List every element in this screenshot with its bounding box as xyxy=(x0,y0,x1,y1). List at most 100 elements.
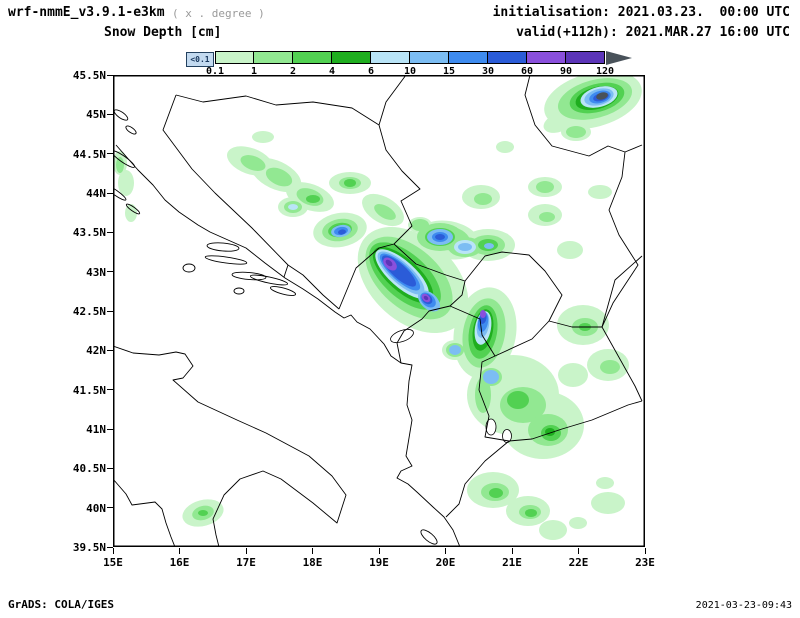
y-tick-mark xyxy=(107,192,113,194)
y-tick-label: 42N xyxy=(86,344,106,358)
y-tick-label: 40.5N xyxy=(72,462,106,476)
island xyxy=(249,274,289,286)
y-tick-label: 42.5N xyxy=(72,305,106,318)
x-tick-mark xyxy=(312,548,313,554)
lakes xyxy=(390,329,512,443)
island xyxy=(113,150,136,168)
x-tick-mark xyxy=(112,548,114,554)
island xyxy=(113,109,129,121)
snow-contour-blob xyxy=(411,219,429,231)
legend-below-label: <0.1 xyxy=(190,55,210,64)
snow-contour-blob xyxy=(118,170,134,196)
snow-contour-blob xyxy=(483,370,499,384)
y-tick-label: 39.5N xyxy=(72,541,106,554)
legend-tick-label: 90 xyxy=(559,66,573,77)
snow-contour-blob xyxy=(525,509,537,517)
y-tick-mark xyxy=(107,546,113,548)
snow-contour-blob xyxy=(536,181,554,193)
y-tick-mark xyxy=(107,74,113,76)
legend-tick-label: 6 xyxy=(367,66,375,77)
coastlines xyxy=(113,109,461,547)
island xyxy=(233,287,245,295)
legend-tick-label: 0.1 xyxy=(205,66,225,77)
snow-contour-blob xyxy=(480,310,486,318)
island xyxy=(420,529,438,545)
x-tick-label: 23E xyxy=(635,556,655,569)
y-tick-mark xyxy=(107,507,113,509)
legend-over-arrow xyxy=(606,51,632,65)
legend-color-bar xyxy=(215,51,605,64)
variable-title: Snow Depth [cm] xyxy=(104,25,222,40)
x-tick-mark xyxy=(245,548,247,554)
y-tick-mark xyxy=(107,467,113,469)
y-tick-mark xyxy=(107,389,113,391)
legend-color-box xyxy=(254,51,293,64)
coastline-italy-west xyxy=(113,478,176,547)
snow-contour-blob xyxy=(374,204,396,220)
y-tick-label: 40N xyxy=(86,501,106,515)
y-tick-label: 44.5N xyxy=(72,147,106,161)
legend-below-threshold-box: <0.1 xyxy=(186,52,214,67)
model-grid-note: ( x . degree ) xyxy=(172,7,265,20)
island xyxy=(125,203,141,215)
legend-color-box xyxy=(215,51,254,64)
y-tick-mark xyxy=(107,113,113,115)
snow-contour-blob xyxy=(566,126,586,138)
coastline-italy-east xyxy=(113,345,347,547)
border-montenegro-albania xyxy=(396,305,451,364)
snow-contour-blob xyxy=(265,167,293,187)
island xyxy=(206,242,240,252)
snow-contour-blob xyxy=(338,229,346,235)
x-tick-label: 19E xyxy=(369,556,389,569)
x-tick-label: 18E xyxy=(302,556,323,569)
x-tick-mark xyxy=(511,548,513,554)
x-tick-label: 20E xyxy=(435,556,456,569)
snow-contour-blob xyxy=(557,241,583,259)
lake-skadar xyxy=(390,329,414,343)
legend-color-box xyxy=(566,51,605,64)
legend-color-box xyxy=(449,51,488,64)
legend-color-box xyxy=(371,51,410,64)
y-tick-label: 41.5N xyxy=(72,383,106,397)
legend-color-box xyxy=(293,51,332,64)
legend-color-box xyxy=(410,51,449,64)
snow-contour-blob xyxy=(458,243,472,251)
legend-tick-label: 4 xyxy=(328,66,336,77)
snow-contour-blob xyxy=(484,243,494,249)
coastline-adriatic-east xyxy=(115,144,461,547)
border-montenegro-serbia xyxy=(393,243,466,282)
x-tick-label: 22E xyxy=(568,556,589,569)
legend-tick-label: 60 xyxy=(520,66,534,77)
y-tick-label: 43N xyxy=(86,265,106,279)
snow-contour-blob xyxy=(474,193,492,205)
snow-contour-blob xyxy=(596,477,614,489)
snow-contour-blob xyxy=(489,488,503,498)
border-kosovo xyxy=(449,251,563,357)
creation-timestamp: 2021-03-23-09:43 xyxy=(695,600,792,611)
snow-contour-blob xyxy=(449,345,461,355)
legend-tick-label: 2 xyxy=(289,66,297,77)
border-bosnia-montenegro xyxy=(338,243,395,310)
x-tick-label: 21E xyxy=(502,556,522,569)
y-tick-mark xyxy=(107,310,113,312)
island xyxy=(231,271,267,281)
border-croatia-serbia xyxy=(378,75,407,126)
lake-ohrid xyxy=(485,418,497,436)
y-tick-mark xyxy=(107,231,113,233)
legend-tick-label: 15 xyxy=(442,66,456,77)
y-tick-label: 45.5N xyxy=(72,69,106,82)
legend-tick-label: 30 xyxy=(481,66,495,77)
border-sava-north xyxy=(175,94,380,126)
snow-contour-blob xyxy=(596,92,608,100)
x-tick-mark xyxy=(644,548,646,554)
snow-contour-blob xyxy=(588,185,612,199)
snow-contour-blob xyxy=(539,212,555,222)
x-tick-mark xyxy=(445,548,446,554)
snow-contour-blob xyxy=(539,520,567,540)
y-tick-label: 44N xyxy=(86,187,106,200)
border-albania-macedonia xyxy=(478,355,510,442)
border-croatia-bosnia xyxy=(162,94,340,310)
snow-contour-blob xyxy=(423,295,429,301)
x-tick-mark xyxy=(578,548,579,554)
